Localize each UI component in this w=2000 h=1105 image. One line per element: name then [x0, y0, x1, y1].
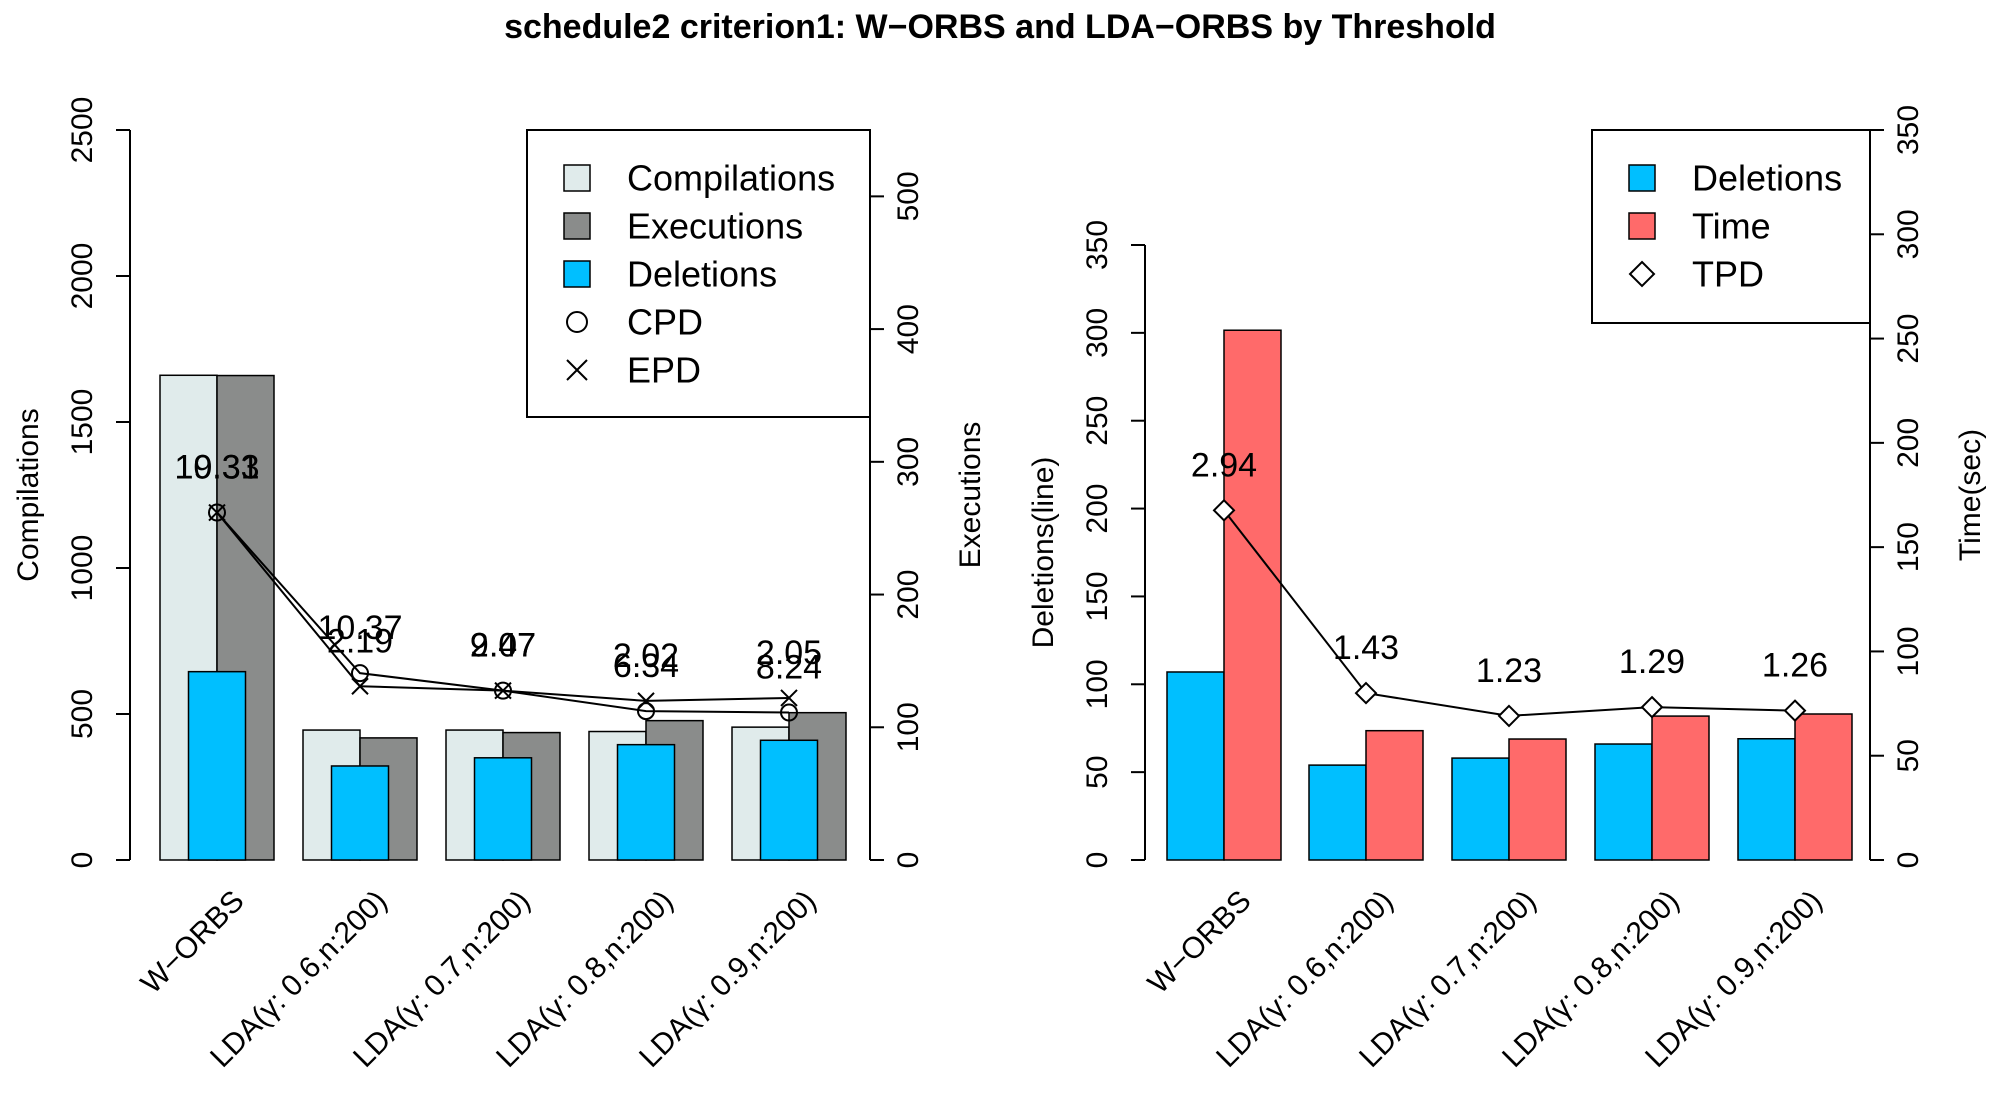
- y-tick-label-right: 200: [1892, 418, 1925, 468]
- marker-epd: [637, 692, 655, 710]
- data-label-tpd: 1.23: [1476, 652, 1542, 690]
- legend-swatch: [563, 212, 591, 240]
- y-tick-label-left: 2000: [66, 243, 99, 310]
- legend-label: Deletions: [627, 254, 777, 295]
- y-tick-label-right: 100: [1892, 626, 1925, 676]
- y-tick-label-left: 1500: [66, 389, 99, 456]
- data-label-tpd: 1.43: [1333, 629, 1399, 667]
- line-epd: [216, 511, 790, 702]
- marker-epd: [780, 689, 798, 707]
- legend-label: TPD: [1692, 254, 1764, 295]
- data-label-cpd: 9.47: [470, 627, 536, 665]
- y-tick-label-left: 50: [1081, 755, 1114, 788]
- marker-tpd: [1497, 704, 1521, 728]
- x-tick-label: W−ORBS: [1142, 884, 1258, 1000]
- y-tick-label-right: 100: [892, 702, 925, 752]
- data-label-epd: 2.19: [327, 622, 393, 660]
- legend-marker: [566, 311, 588, 333]
- y-tick-label-left: 1000: [66, 535, 99, 602]
- bar-time: [1794, 713, 1853, 861]
- marker-tpd: [1783, 699, 1807, 723]
- bar-deletions: [330, 765, 390, 861]
- bar-deletions: [1594, 743, 1653, 861]
- data-label-cpd: 10.37: [317, 609, 402, 647]
- y-tick-label-left: 250: [1081, 396, 1114, 446]
- data-label-cpd: 8.24: [756, 649, 822, 687]
- data-label-epd: 2.07: [470, 627, 536, 665]
- data-label-tpd: 2.94: [1191, 446, 1257, 484]
- x-tick-label: W−ORBS: [135, 884, 251, 1000]
- y-tick-label-left: 150: [1081, 571, 1114, 621]
- y-tick-label-right: 500: [892, 171, 925, 221]
- legend-swatch: [1628, 212, 1656, 240]
- y-axis-right-label: Time(sec): [1954, 429, 1987, 561]
- y-tick-label-right: 150: [1892, 522, 1925, 572]
- legend-label: EPD: [627, 350, 701, 391]
- marker-tpd: [1212, 498, 1236, 522]
- legend-swatch: [563, 164, 591, 192]
- legend-label: Time: [1692, 206, 1771, 247]
- y-tick-label-left: 300: [1081, 308, 1114, 358]
- marker-tpd: [1354, 681, 1378, 705]
- y-axis-left-label: Compilations: [12, 408, 45, 581]
- marker-cpd: [637, 702, 655, 721]
- y-tick-label-right: 0: [892, 852, 925, 869]
- y-tick-label-left: 500: [66, 689, 99, 739]
- y-tick-label-right: 50: [1892, 739, 1925, 772]
- y-axis-right-label: Executions: [954, 422, 987, 569]
- data-label-cpd: 10.31: [174, 449, 259, 487]
- marker-cpd: [351, 664, 369, 683]
- marker-epd: [351, 677, 369, 695]
- legend-marker: [566, 359, 588, 381]
- bar-time: [1651, 715, 1710, 861]
- bar-deletions: [473, 757, 533, 861]
- marker-tpd: [1640, 695, 1664, 719]
- y-tick-label-right: 350: [1892, 105, 1925, 155]
- bar-time: [1223, 329, 1282, 861]
- y-tick-label-left: 350: [1081, 220, 1114, 270]
- bar-deletions: [616, 743, 676, 861]
- y-tick-label-left: 2500: [66, 97, 99, 164]
- y-tick-label-right: 300: [892, 437, 925, 487]
- chart-title: schedule2 criterion1: W−ORBS and LDA−ORB…: [504, 8, 1496, 46]
- legend-marker: [1628, 260, 1656, 288]
- y-tick-label-right: 200: [892, 570, 925, 620]
- bar-time: [1365, 729, 1424, 861]
- legend-swatch: [563, 260, 591, 288]
- data-label-epd: 2.05: [756, 634, 822, 672]
- y-tick-label-left: 0: [66, 852, 99, 869]
- data-label-epd: 19.33: [174, 449, 259, 487]
- y-tick-label-left: 200: [1081, 484, 1114, 534]
- legend-label: Compilations: [627, 158, 835, 199]
- marker-cpd: [208, 503, 226, 522]
- y-tick-label-right: 0: [1892, 852, 1925, 869]
- marker-epd: [494, 681, 512, 700]
- legend-label: Deletions: [1692, 158, 1842, 199]
- y-tick-label-left: 0: [1081, 852, 1114, 869]
- bar-deletions: [1308, 764, 1367, 861]
- bar-deletions: [759, 739, 819, 861]
- bar-deletions: [1737, 738, 1796, 861]
- y-tick-label-right: 400: [892, 304, 925, 354]
- y-tick-label-right: 250: [1892, 314, 1925, 364]
- data-label-epd: 2.02: [613, 637, 679, 675]
- marker-epd: [208, 503, 226, 522]
- bar-deletions: [1451, 757, 1510, 861]
- bar-time: [1508, 738, 1567, 861]
- data-label-cpd: 6.34: [613, 647, 679, 685]
- y-tick-label-left: 100: [1081, 659, 1114, 709]
- y-tick-label-right: 300: [1892, 209, 1925, 259]
- bar-deletions: [187, 670, 247, 861]
- bar-deletions: [1166, 671, 1225, 861]
- y-axis-left-label: Deletions(line): [1027, 457, 1060, 649]
- legend-label: CPD: [627, 302, 703, 343]
- legend-label: Executions: [627, 206, 803, 247]
- data-label-tpd: 1.29: [1619, 643, 1685, 681]
- marker-cpd: [780, 703, 798, 722]
- data-label-tpd: 1.26: [1762, 647, 1828, 685]
- legend-swatch: [1628, 164, 1656, 192]
